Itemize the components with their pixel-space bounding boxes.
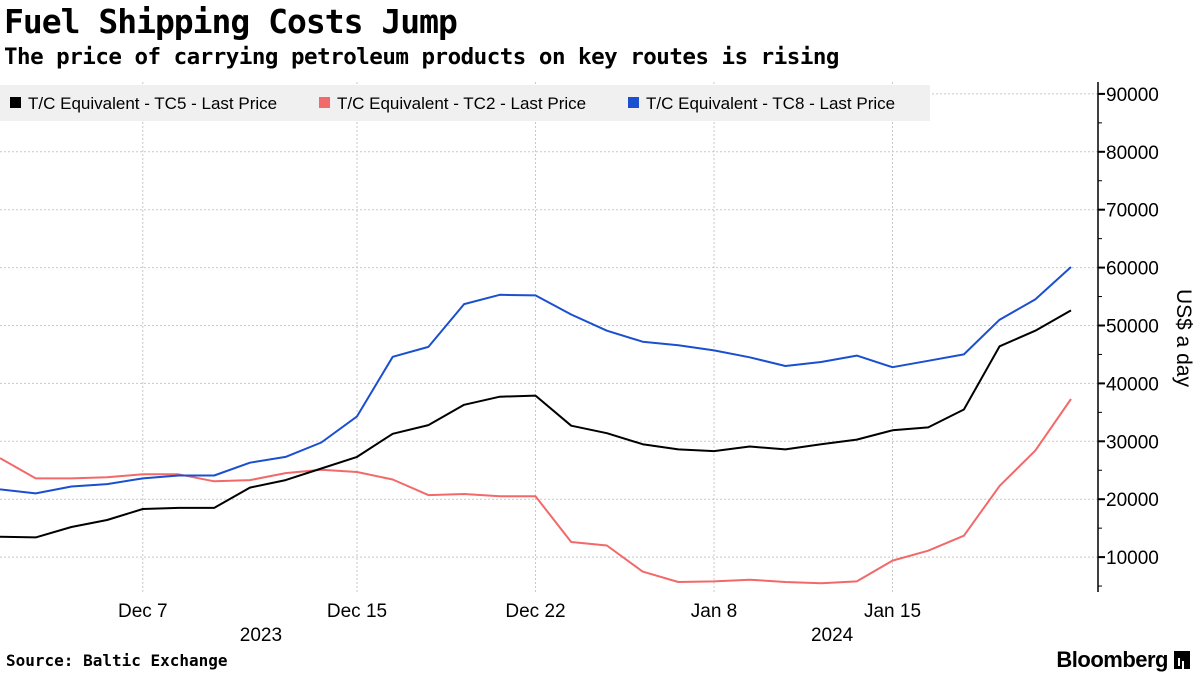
y-tick-label: 50000 [1106, 317, 1159, 338]
y-tick-label: 90000 [1106, 85, 1159, 106]
chart-subtitle: The price of carrying petroleum products… [4, 44, 839, 70]
y-tick-label: 40000 [1106, 374, 1159, 395]
legend-label: T/C Equivalent - TC8 - Last Price [646, 94, 895, 113]
legend-background [0, 85, 930, 121]
y-tick-label: 30000 [1106, 432, 1159, 453]
bloomberg-terminal-icon [1174, 651, 1190, 669]
y-tick-label: 20000 [1106, 490, 1159, 511]
year-label: 2024 [811, 625, 854, 646]
legend: T/C Equivalent - TC5 - Last Price T/C Equ… [0, 85, 930, 121]
x-tick-label: Jan 8 [691, 601, 737, 622]
x-tick-label: Dec 22 [505, 601, 565, 622]
y-axis-label: US$ a day [1172, 289, 1195, 388]
legend-swatch [319, 97, 330, 108]
y-tick-label: 10000 [1106, 548, 1159, 569]
chart-title: Fuel Shipping Costs Jump [4, 2, 458, 41]
x-tick-label: Dec 15 [327, 601, 387, 622]
gridlines [0, 82, 1098, 592]
legend-swatch [10, 97, 21, 108]
series-line-tc2 [0, 398, 1072, 585]
series-line-tc5 [0, 309, 1072, 539]
legend-label: T/C Equivalent - TC5 - Last Price [28, 94, 277, 113]
legend-label: T/C Equivalent - TC2 - Last Price [337, 94, 586, 113]
series-lines [0, 266, 1072, 585]
y-tick-label: 70000 [1106, 201, 1159, 222]
y-tick-label: 60000 [1106, 259, 1159, 280]
y-tick-label: 80000 [1106, 143, 1159, 164]
x-tick-label: Jan 15 [864, 601, 921, 622]
brand-name: Bloomberg [1056, 647, 1168, 672]
bloomberg-logo: Bloomberg [1056, 647, 1190, 673]
axes: 10000 20000 30000 40000 50000 60000 70000 80000… [118, 82, 1195, 646]
series-line-tc8 [0, 266, 1072, 495]
source-note: Source: Baltic Exchange [6, 651, 228, 670]
year-label: 2023 [240, 625, 282, 646]
x-tick-label: Dec 7 [118, 601, 168, 622]
legend-swatch [628, 97, 639, 108]
